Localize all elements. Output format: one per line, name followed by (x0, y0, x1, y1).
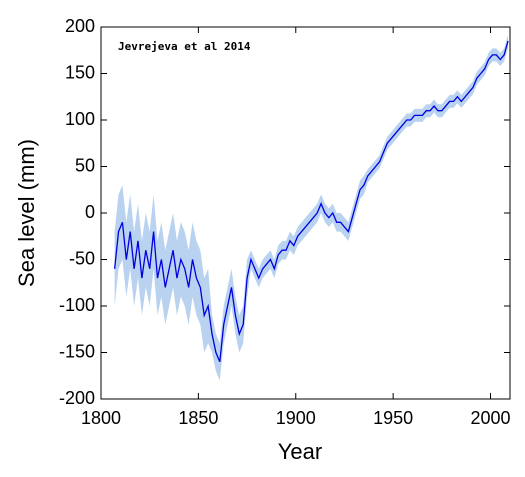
x-tick-label: 1900 (276, 408, 316, 428)
uncertainty-band (114, 34, 509, 381)
line (113, 40, 509, 363)
y-tick-label: -100 (59, 295, 95, 315)
y-tick-label: 50 (75, 155, 95, 175)
y-axis-label: Sea level (mm) (14, 139, 39, 287)
y-tick-label: 200 (65, 16, 95, 36)
annotation: Jevrejeva et al 2014 (118, 40, 251, 53)
y-tick-label: 150 (65, 62, 95, 82)
x-tick-label: 1950 (373, 408, 413, 428)
y-tick-label: -50 (69, 248, 95, 268)
y-tick-label: 0 (85, 202, 95, 222)
y-tick-label: 100 (65, 109, 95, 129)
x-tick-label: 1850 (178, 408, 218, 428)
y-tick-label: -200 (59, 388, 95, 408)
x-tick-label: 2000 (471, 408, 511, 428)
plot-frame (100, 26, 511, 400)
x-tick-label: 1800 (81, 408, 121, 428)
x-axis-label: Year (278, 439, 322, 464)
y-tick-label: -150 (59, 341, 95, 361)
